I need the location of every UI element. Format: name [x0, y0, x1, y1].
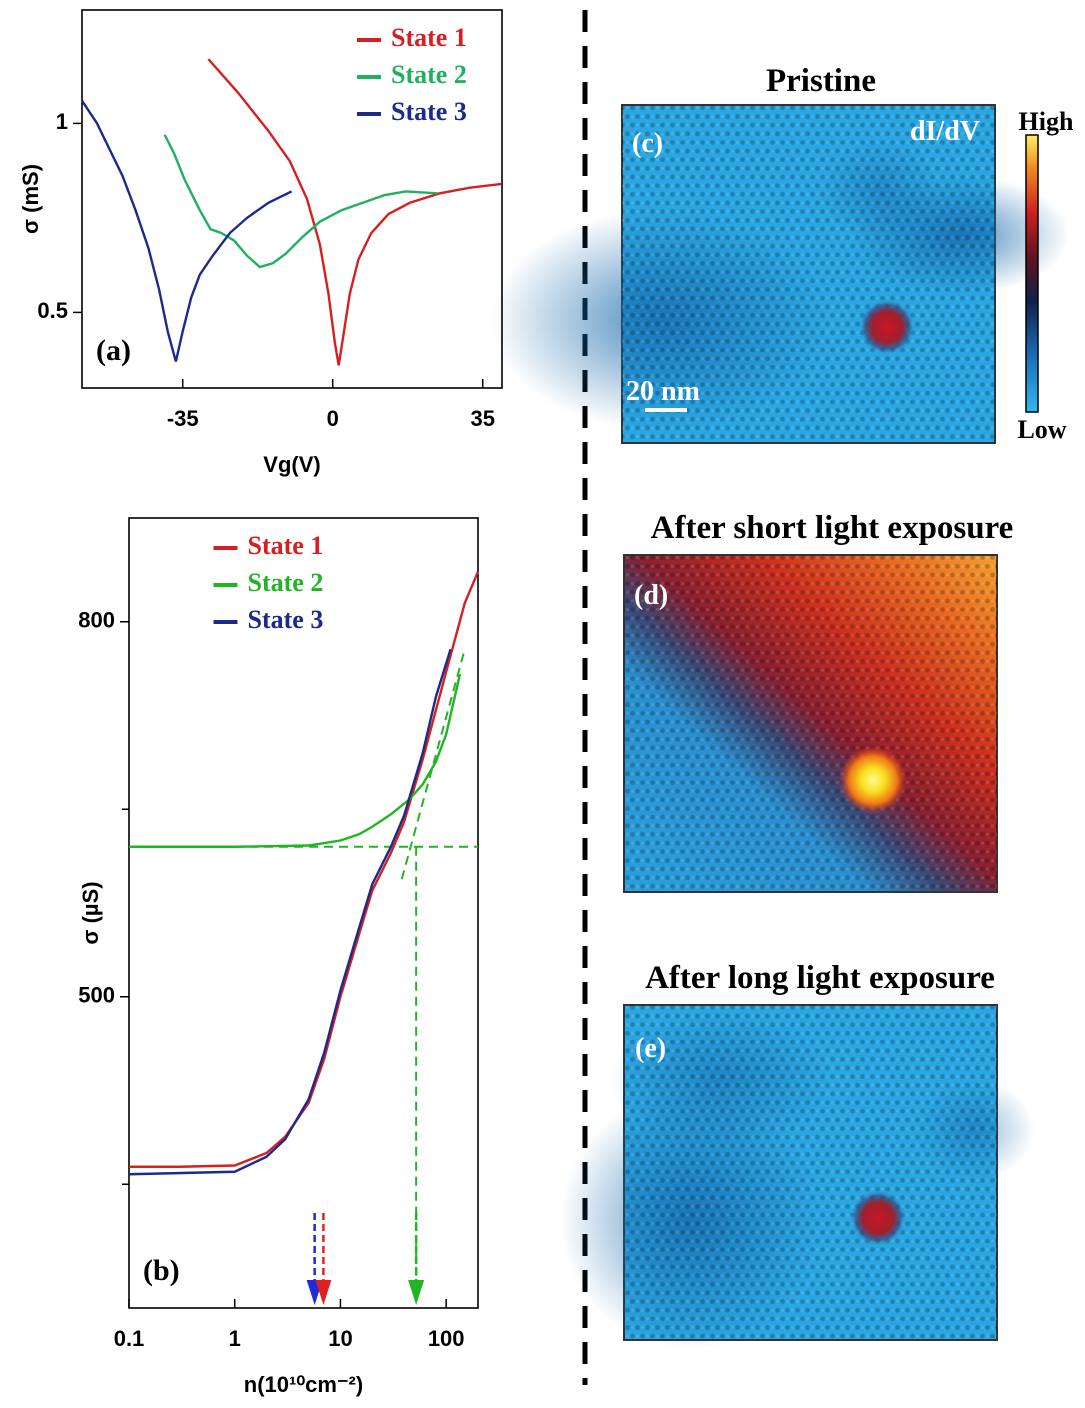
panel-label: (e)	[635, 1033, 666, 1064]
y-axis-label: σ (mS)	[18, 164, 43, 234]
stm-image	[560, 1004, 1035, 1350]
legend-label: State 3	[248, 605, 324, 634]
panel-label: (a)	[96, 334, 131, 367]
colorbar-low: Low	[1017, 415, 1066, 444]
colorbar-high: High	[1019, 107, 1074, 136]
x-tick-label: 10	[328, 1326, 352, 1351]
reference-line	[400, 648, 466, 880]
scale-bar-label: 20 nm	[626, 376, 700, 407]
colorbar	[1025, 134, 1039, 413]
y-axis-label: σ (µS)	[78, 881, 103, 944]
arrow-head	[408, 1280, 425, 1305]
panel-title: After short light exposure	[651, 510, 1014, 546]
series-line	[80, 100, 293, 362]
panel-label: (b)	[143, 1254, 180, 1287]
series-line	[207, 58, 502, 366]
x-tick-label: -35	[167, 406, 199, 431]
panel-label: (c)	[632, 128, 663, 159]
legend-label: State 2	[391, 60, 467, 89]
plot-frame	[128, 517, 479, 1309]
channel-label: dI/dV	[910, 116, 980, 147]
x-tick-label: 1	[229, 1326, 241, 1351]
panel-title: Pristine	[766, 63, 876, 99]
arrow-head	[315, 1280, 332, 1305]
x-axis-label: Vg(V)	[263, 452, 320, 477]
panel-title: After long light exposure	[645, 960, 995, 996]
series-line	[128, 648, 452, 1176]
legend-label: State 1	[391, 23, 467, 52]
x-tick-label: 100	[428, 1326, 465, 1351]
y-tick-label: 1	[56, 109, 68, 134]
legend-label: State 3	[391, 97, 467, 126]
legend-label: State 1	[248, 531, 324, 560]
x-tick-label: 35	[470, 406, 494, 431]
stm-image	[623, 554, 998, 893]
x-tick-label: 0.1	[114, 1326, 145, 1351]
series-line	[163, 134, 438, 269]
y-tick-label: 500	[78, 983, 115, 1008]
series-line	[129, 673, 462, 848]
x-axis-label: n(10¹⁰cm⁻²)	[244, 1372, 363, 1397]
series-line	[129, 571, 480, 1168]
plot-frame	[81, 9, 503, 389]
x-tick-label: 0	[327, 406, 339, 431]
y-tick-label: 800	[78, 608, 115, 633]
stm-image	[490, 104, 1070, 444]
panel-label: (d)	[634, 580, 668, 611]
legend-label: State 2	[248, 568, 324, 597]
y-tick-label: 0.5	[37, 298, 68, 323]
